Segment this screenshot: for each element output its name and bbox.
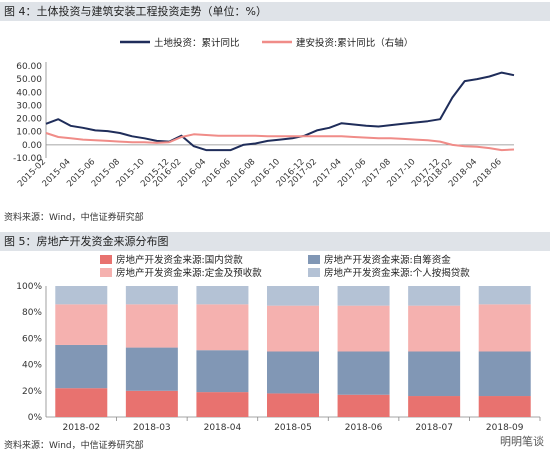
bar-segment-0	[196, 392, 249, 417]
figure4-title: 图 4：土体投资与建筑安装工程投资走势（单位：%）	[0, 2, 550, 21]
legend-swatch-3	[308, 268, 320, 277]
y-tick-label: 0.00	[22, 141, 42, 151]
y-tick-label: 40%	[22, 361, 42, 371]
bar-segment-3	[267, 286, 319, 306]
y-tick-label: 0%	[28, 413, 43, 423]
y-tick-label: 20.00	[16, 115, 42, 125]
legend-swatch-1	[308, 255, 320, 264]
series-line-land	[45, 71, 515, 152]
x-tick-label: 2018-03	[133, 423, 171, 433]
bar-segment-2	[478, 304, 531, 352]
bar-segment-3	[196, 286, 249, 305]
bar-segment-2	[196, 304, 249, 351]
legend-swatch-0	[100, 255, 112, 264]
x-tick-label: 2018-02	[62, 423, 100, 433]
y-tick-label: 50.00	[16, 75, 42, 85]
y-tick-label: 20%	[22, 387, 42, 397]
bar-segment-2	[408, 305, 461, 352]
legend-label-construction: 建安投资:累计同比（右轴）	[296, 37, 413, 49]
y-tick-label: 60%	[22, 334, 42, 344]
legend-label-0: 房地产开发资金来源:国内贷款	[116, 254, 243, 266]
bar-segment-2	[267, 305, 319, 352]
bar-segment-3	[408, 286, 461, 306]
y-tick-label: 100%	[16, 282, 42, 292]
bar-segment-1	[125, 347, 178, 391]
y-tick-label: -10.00	[13, 154, 42, 164]
legend-label-land: 土地投资：累计同比	[154, 37, 240, 49]
figure5-source: 资料来源：Wind，中信证券研究部	[4, 441, 144, 451]
bar-segment-0	[267, 393, 319, 417]
bar-segment-1	[267, 351, 319, 394]
bar-segment-0	[125, 390, 178, 417]
bar-segment-0	[478, 396, 531, 417]
bar-segment-2	[337, 305, 390, 352]
x-tick-label: 2018-06	[345, 423, 383, 433]
bar-segment-3	[337, 286, 390, 306]
bar-segment-3	[125, 286, 178, 305]
bar-segment-2	[55, 304, 108, 345]
land-vs-construction-line-chart: 土地投资：累计同比 建安投资:累计同比（右轴） 60.00 50.00 40.00 30.…	[13, 37, 515, 189]
x-tick-label: 2018-05	[274, 423, 312, 433]
y-tick-label: 10.00	[16, 128, 42, 138]
bar-segment-0	[55, 388, 108, 417]
bar-segment-1	[478, 351, 531, 397]
x-tick-label: 2018-07	[415, 423, 453, 433]
y-tick-label: 30.00	[16, 101, 42, 111]
bar-segment-3	[478, 286, 531, 305]
y-tick-label: 40.00	[16, 88, 42, 98]
bar-segment-1	[408, 351, 461, 397]
funding-source-stacked-bar-chart: 房地产开发资金来源:国内贷款 房地产开发资金来源:自筹资金房地产开发资金来源:定金…	[16, 254, 541, 433]
bar-segment-0	[337, 394, 390, 417]
figure4-source: 资料来源：Wind，中信证券研究部	[4, 213, 144, 223]
figure5-title: 图 5：房地产开发资金来源分布图	[0, 232, 550, 251]
legend-label-3: 房地产开发资金来源:个人按揭贷款	[324, 267, 470, 279]
x-tick-label: 2018-09	[486, 423, 524, 433]
bar-segment-3	[55, 286, 108, 305]
bar-segment-1	[196, 350, 249, 393]
legend-label-1: 房地产开发资金来源:自筹资金	[324, 254, 451, 266]
x-tick-label: 2018-04	[204, 423, 242, 433]
bar-segment-2	[125, 304, 178, 348]
series-line-construction	[45, 132, 515, 152]
bar-segment-1	[55, 344, 108, 389]
legend-swatch-2	[100, 268, 112, 277]
y-tick-label: 80%	[22, 308, 42, 318]
y-tick-label: 60.00	[16, 62, 42, 72]
bar-segment-1	[337, 351, 390, 395]
watermark: 明明笔谈	[500, 435, 544, 448]
bar-segment-0	[408, 396, 461, 417]
legend-label-2: 房地产开发资金来源:定金及预收款	[116, 267, 262, 279]
